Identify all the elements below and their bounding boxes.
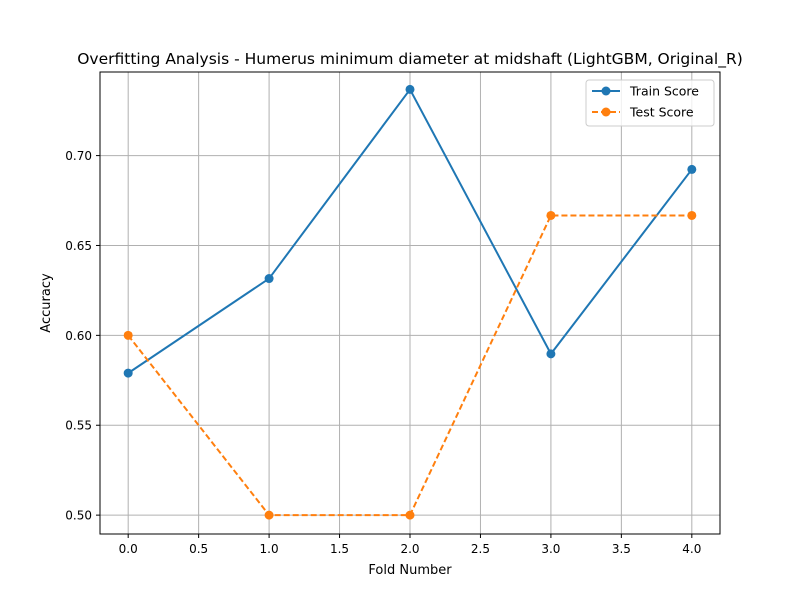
legend-train-marker	[601, 86, 611, 96]
chart-title: Overfitting Analysis - Humerus minimum d…	[77, 50, 743, 69]
train-score-point	[264, 274, 274, 284]
y-tick-label: 0.55	[65, 419, 92, 433]
axis-ticks: 0.0 0.5 1.0 1.5 2.0 2.5 3.0 3.5 4.0 0.50 0.55 0.60 0…	[65, 149, 701, 556]
test-score-point	[123, 330, 133, 340]
x-tick-label: 2.0	[400, 542, 419, 556]
test-score-point	[405, 510, 415, 520]
test-score-point	[546, 210, 556, 220]
x-tick-label: 4.0	[682, 542, 701, 556]
test-score-point	[264, 510, 274, 520]
legend: Train Score Test Score	[585, 79, 715, 127]
x-tick-label: 2.5	[471, 542, 490, 556]
x-tick-label: 1.0	[260, 542, 279, 556]
train-score-point	[546, 349, 556, 359]
x-tick-label: 3.5	[612, 542, 631, 556]
grid-lines	[100, 72, 720, 534]
x-tick-label: 1.5	[330, 542, 349, 556]
test-score-point	[687, 210, 697, 220]
x-tick-label: 0.5	[189, 542, 208, 556]
y-tick-label: 0.65	[65, 239, 92, 253]
train-score-point	[687, 164, 697, 174]
y-tick-label: 0.70	[65, 149, 92, 163]
train-score-point	[123, 368, 133, 378]
series-layer	[123, 84, 697, 520]
y-axis-label: Accuracy	[39, 273, 54, 333]
legend-test-marker	[601, 107, 611, 117]
legend-test-label: Test Score	[629, 105, 694, 120]
legend-train-label: Train Score	[629, 84, 699, 99]
x-axis-label: Fold Number	[368, 563, 452, 578]
y-tick-label: 0.50	[65, 509, 92, 523]
y-tick-label: 0.60	[65, 329, 92, 343]
x-tick-label: 3.0	[541, 542, 560, 556]
train-score-point	[405, 84, 415, 94]
x-tick-label: 0.0	[119, 542, 138, 556]
